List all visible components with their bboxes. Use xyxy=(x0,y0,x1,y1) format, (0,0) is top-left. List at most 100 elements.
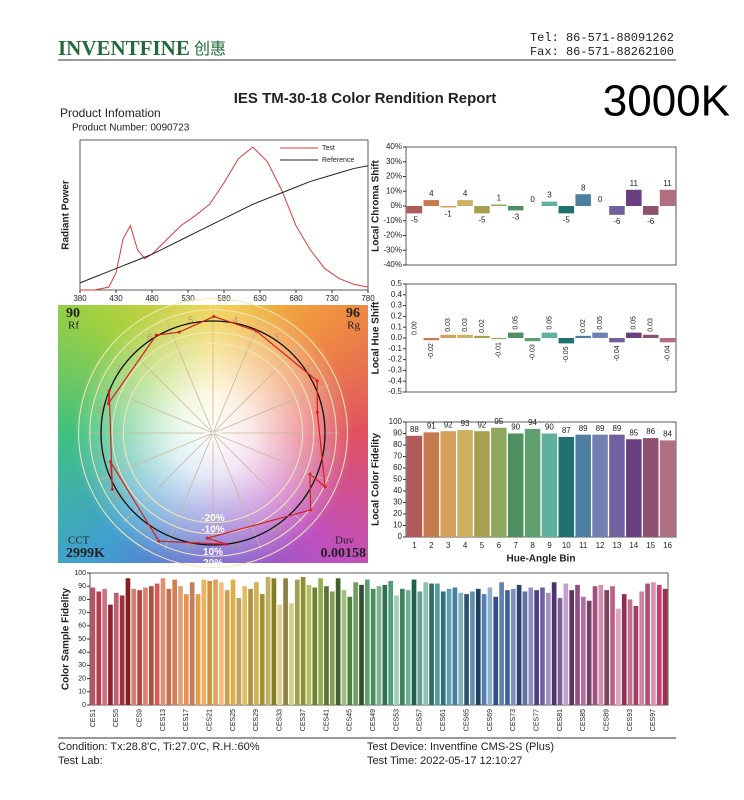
value-label: 90 xyxy=(511,423,520,432)
bar xyxy=(592,434,608,537)
test-lab: Test Lab: xyxy=(58,755,103,767)
value-label: 91 xyxy=(427,421,436,430)
logo-cn: 创惠 xyxy=(194,40,226,58)
test-point xyxy=(157,539,161,543)
x-tick-label: 3 xyxy=(446,541,451,550)
bar xyxy=(639,591,645,705)
y-tick-label: 40 xyxy=(393,486,402,495)
bar xyxy=(528,587,534,705)
y-tick-label: -30% xyxy=(383,245,402,254)
bar xyxy=(411,579,417,705)
bar xyxy=(475,588,481,705)
x-tick-label: CES89 xyxy=(604,709,611,731)
x-tick-label: CES97 xyxy=(650,709,657,731)
value-label: 0.03 xyxy=(648,318,655,332)
hue-bin-spoke xyxy=(164,316,214,434)
rg-value: 96 xyxy=(346,306,360,321)
bar xyxy=(440,206,456,208)
x-tick-label: 780 xyxy=(361,294,375,303)
y-tick-label: 0.3 xyxy=(391,301,403,310)
bar xyxy=(259,594,265,705)
x-tick-label: 8 xyxy=(530,541,535,550)
x-tick-label: CES65 xyxy=(463,709,470,731)
ring-label: 20% xyxy=(203,558,223,569)
bar xyxy=(516,584,522,705)
value-label: 0.05 xyxy=(546,316,553,330)
bar xyxy=(474,431,490,537)
bar xyxy=(659,440,676,537)
x-tick-label: CES53 xyxy=(393,709,400,731)
y-tick-label: 0.5 xyxy=(391,279,403,288)
y-tick-label: 60 xyxy=(393,463,402,472)
hue-bin-label: 9 xyxy=(98,450,104,461)
value-label: 4 xyxy=(463,189,468,198)
test-point xyxy=(224,542,228,546)
bar xyxy=(642,206,659,215)
bar xyxy=(541,433,558,537)
duv-label: Duv xyxy=(335,535,354,547)
x-tick-label: 15 xyxy=(646,541,655,550)
bar xyxy=(406,435,423,537)
y-tick-label: 0.0 xyxy=(391,333,403,342)
bar xyxy=(207,580,213,705)
hue-bin-spoke xyxy=(164,432,214,550)
value-label: -0.04 xyxy=(664,345,671,361)
y-tick-label: 90 xyxy=(78,583,86,590)
hue-bin-label: 8 xyxy=(98,405,104,416)
bar xyxy=(586,600,592,705)
bar xyxy=(236,598,242,705)
y-tick-label: 30 xyxy=(393,498,402,507)
bar xyxy=(90,587,96,705)
bar xyxy=(642,438,659,537)
bar xyxy=(645,583,650,705)
x-tick-label: CES17 xyxy=(183,709,190,731)
x-tick-label: CES45 xyxy=(347,709,354,731)
y-axis-label: Local Hue Shift xyxy=(371,301,382,374)
condition: Condition: Tx:28.8'C, Ti:27.0'C, R.H.:60… xyxy=(58,741,260,753)
ring-label: -20% xyxy=(201,513,224,524)
hue-bin-spoke xyxy=(212,432,302,522)
value-label: 0.03 xyxy=(462,318,469,332)
hue-bin-label: 15 xyxy=(302,491,314,502)
test-point xyxy=(308,472,312,476)
bar xyxy=(474,335,490,338)
bar xyxy=(541,201,558,206)
product-heading: Product Infomation xyxy=(60,106,161,120)
hue-bin-spoke xyxy=(124,344,214,434)
value-label: 0.03 xyxy=(445,318,452,332)
bar xyxy=(659,338,676,343)
bar xyxy=(166,588,172,705)
value-label: 88 xyxy=(410,425,419,434)
value-label: 89 xyxy=(579,424,588,433)
value-label: -5 xyxy=(411,215,419,224)
value-label: 89 xyxy=(612,424,621,433)
x-tick-label: 10 xyxy=(562,541,571,550)
bar xyxy=(417,591,423,705)
bar xyxy=(524,338,541,342)
y-tick-label: 10 xyxy=(78,689,86,696)
bar xyxy=(487,587,493,705)
bar xyxy=(423,200,440,206)
bar xyxy=(213,579,218,705)
test-time: Test Time: 2022-05-17 12:10:27 xyxy=(367,755,522,767)
bar xyxy=(230,579,236,705)
ring xyxy=(111,331,315,535)
bar xyxy=(423,432,440,537)
bar xyxy=(598,584,604,705)
x-tick-label: 380 xyxy=(73,294,87,303)
bar xyxy=(324,586,329,705)
x-tick-label: 9 xyxy=(547,541,552,550)
y-tick-label: -0.5 xyxy=(388,387,402,396)
y-tick-label: 50 xyxy=(393,475,402,484)
y-tick-label: 20 xyxy=(393,509,402,518)
bar xyxy=(201,579,207,705)
bar xyxy=(394,595,399,705)
bar xyxy=(364,579,370,705)
hue-bin-spoke xyxy=(212,344,302,434)
bar xyxy=(283,578,288,705)
x-tick-label: CES81 xyxy=(557,709,564,731)
test-point xyxy=(315,379,319,383)
test-point xyxy=(254,329,258,333)
bar xyxy=(470,591,475,705)
